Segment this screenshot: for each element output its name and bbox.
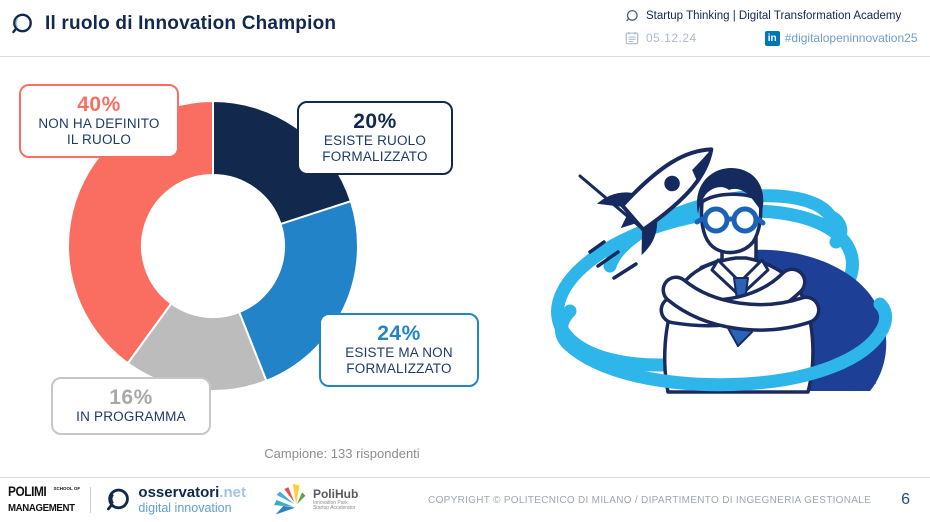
donut-segment: [238, 200, 358, 382]
polimi-management: MANAGEMENT: [8, 501, 75, 514]
crossed-arms: [659, 267, 821, 332]
osservatori-subtitle: digital innovation: [138, 500, 232, 515]
callout-in-programma: 16% IN PROGRAMMA: [51, 377, 211, 436]
linkedin-icon: in: [764, 30, 780, 46]
callout-label: NON HA DEFINITO: [38, 116, 160, 132]
donut-segment: [212, 101, 352, 226]
callout-label: IN PROGRAMMA: [76, 409, 186, 425]
polihub-sub1: Innovation Park: [312, 500, 348, 507]
header-date-row: 05.12.24 in #digitalopeninnovation25: [625, 28, 925, 48]
swirl-front: [555, 297, 893, 392]
swirl-inner-loop: [603, 189, 848, 273]
osservatori-magnifier-icon: [12, 13, 32, 34]
hair: [696, 168, 764, 214]
program-label: Startup Thinking | Digital Transformatio…: [646, 10, 902, 22]
osservatori-logo-icon: [107, 488, 130, 511]
logo-divider: [90, 487, 92, 513]
superhero-mask-icon: [694, 206, 766, 234]
speech-bubble-icon: [626, 9, 638, 22]
polihub-burst-icon: [273, 483, 306, 515]
callout-non-ha-definito: 40% NON HA DEFINITO IL RUOLO: [19, 84, 179, 158]
callout-percent: 20%: [353, 110, 397, 133]
sample-note: Campione: 133 rispondenti: [264, 446, 420, 461]
callout-label: FORMALIZZATO: [322, 149, 428, 165]
callout-label: IL RUOLO: [66, 132, 132, 148]
cape-flare: [840, 366, 876, 388]
polimi-logo: POLIMI SCHOOL OF MANAGEMENT: [8, 485, 80, 515]
page-number: 6: [901, 491, 910, 508]
polihub-logo: PoliHub Innovation Park Startup Accelera…: [273, 482, 359, 518]
osservatori-tld: .net: [219, 484, 246, 502]
hashtag-label: #digitalopeninnovation25: [784, 31, 918, 45]
callout-label: ESISTE RUOLO: [323, 133, 427, 149]
osservatori-logo: osservatori.net digital innovation: [105, 485, 246, 515]
date-label: 05.12.24: [646, 31, 697, 45]
copyright-text: COPYRIGHT © POLITECNICO DI MILANO / DIPA…: [428, 494, 872, 506]
header-meta: Startup Thinking | Digital Transformatio…: [625, 6, 925, 50]
calendar-icon: [625, 31, 639, 45]
polimi-school-of: SCHOOL OF: [53, 486, 81, 492]
polimi-wordmark: POLIMI: [8, 484, 47, 500]
rocket-icon: [596, 147, 714, 256]
callout-percent: 16%: [109, 386, 153, 409]
polihub-name: PoliHub: [312, 487, 359, 502]
page-title: Il ruolo di Innovation Champion: [45, 13, 337, 34]
header-left: Il ruolo di Innovation Champion: [10, 12, 336, 36]
header-program-row: Startup Thinking | Digital Transformatio…: [625, 6, 925, 26]
callout-esiste-ruolo-formalizzato: 20% ESISTE RUOLO FORMALIZZATO: [297, 101, 453, 175]
superhero-rocket-art: [551, 147, 893, 394]
callout-percent: 24%: [377, 322, 421, 345]
donut-chart: [68, 101, 358, 391]
header: Il ruolo di Innovation Champion Startup …: [0, 0, 930, 57]
callout-label: ESISTE MA NON: [345, 345, 453, 361]
osservatori-name: osservatori: [138, 484, 220, 502]
exhaust-dashes: [588, 240, 638, 280]
polihub-sub2: Startup Accelerator: [312, 505, 356, 512]
callout-percent: 40%: [77, 93, 121, 116]
innovation-champion-illustration: [540, 116, 930, 405]
footer: POLIMI SCHOOL OF MANAGEMENT osservatori.…: [0, 477, 930, 522]
callout-label: FORMALIZZATO: [346, 361, 452, 377]
callout-esiste-ma-non-formalizzato: 24% ESISTE MA NON FORMALIZZATO: [319, 313, 479, 387]
